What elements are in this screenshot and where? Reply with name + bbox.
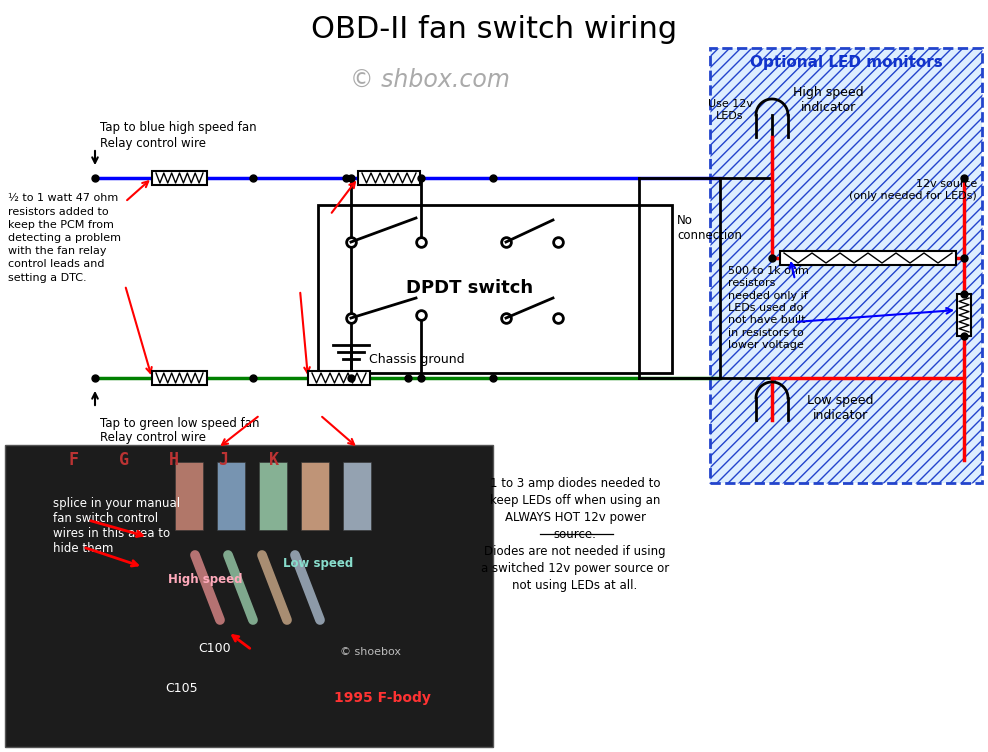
Bar <box>175 462 203 530</box>
Bar <box>343 462 371 530</box>
Text: High speed: High speed <box>168 574 242 587</box>
Text: splice in your manual
fan switch control
wires in this area to
hide them: splice in your manual fan switch control… <box>53 497 180 555</box>
Text: © shbox.com: © shbox.com <box>350 68 510 92</box>
Text: F    G    H    J    K: F G H J K <box>69 451 279 469</box>
Text: Low speed: Low speed <box>283 556 353 569</box>
Text: 1995 F-body: 1995 F-body <box>334 691 431 705</box>
Text: OBD-II fan switch wiring: OBD-II fan switch wiring <box>311 16 677 44</box>
Text: 500 to 1k ohm
resistors
needed only if
LEDs used do
not have built-
in resistors: 500 to 1k ohm resistors needed only if L… <box>728 265 809 350</box>
Text: Tap to green low speed fan: Tap to green low speed fan <box>100 417 260 429</box>
Text: Tap to blue high speed fan: Tap to blue high speed fan <box>100 122 257 135</box>
Bar <box>217 462 245 530</box>
Text: Use 12v
LEDs: Use 12v LEDs <box>707 99 753 121</box>
Bar <box>710 48 982 483</box>
Bar <box>5 445 493 747</box>
Text: DPDT switch: DPDT switch <box>406 279 534 297</box>
Bar <box>318 205 672 373</box>
Text: No
connection: No connection <box>677 214 742 242</box>
Text: C100: C100 <box>199 641 231 654</box>
Text: Optional LED monitors: Optional LED monitors <box>750 56 943 71</box>
Bar <box>152 171 207 185</box>
Bar <box>957 294 971 336</box>
Bar <box>780 251 956 265</box>
Bar <box>152 371 207 385</box>
Bar <box>710 48 982 483</box>
Bar <box>301 462 329 530</box>
Text: 12v source
(only needed for LEDs): 12v source (only needed for LEDs) <box>850 179 977 201</box>
Bar <box>358 171 420 185</box>
Text: C105: C105 <box>166 681 199 695</box>
Text: Chassis ground: Chassis ground <box>369 353 464 366</box>
Bar <box>259 462 287 530</box>
Text: Low speed
indicator: Low speed indicator <box>807 394 873 422</box>
Text: © shoebox: © shoebox <box>340 647 400 657</box>
Text: High speed
indicator: High speed indicator <box>792 86 864 114</box>
Text: ½ to 1 watt 47 ohm
resistors added to
keep the PCM from
detecting a problem
with: ½ to 1 watt 47 ohm resistors added to ke… <box>8 193 121 283</box>
Text: Relay control wire: Relay control wire <box>100 432 206 444</box>
Text: 1 to 3 amp diodes needed to
keep LEDs off when using an
ALWAYS HOT 12v power
sou: 1 to 3 amp diodes needed to keep LEDs of… <box>481 477 669 592</box>
Bar <box>308 371 370 385</box>
Text: Relay control wire: Relay control wire <box>100 137 206 150</box>
